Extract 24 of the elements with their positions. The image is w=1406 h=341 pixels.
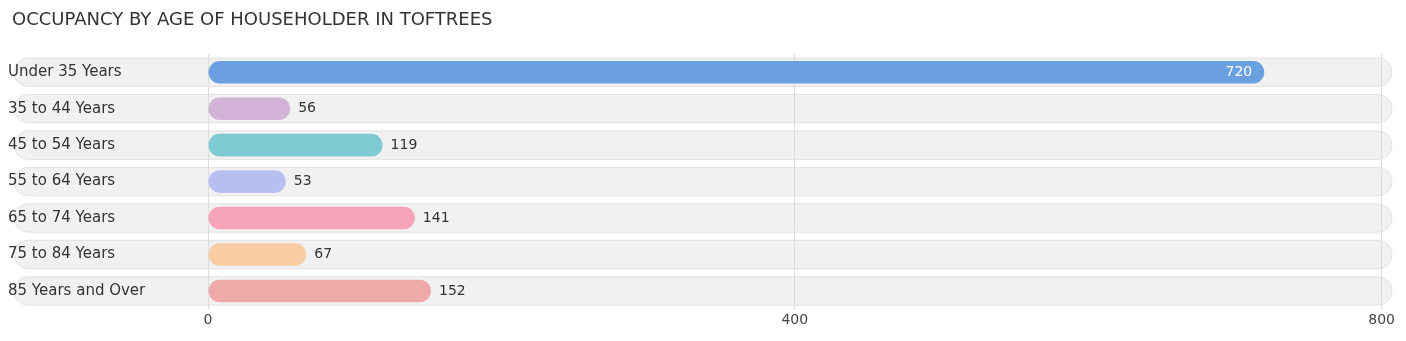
bar bbox=[208, 133, 383, 157]
bar bbox=[208, 170, 286, 193]
y-tick-label: 35 to 44 Years bbox=[8, 98, 116, 117]
data-label: 141 bbox=[422, 208, 450, 225]
y-tick-label: 65 to 74 Years bbox=[8, 207, 116, 226]
bar bbox=[208, 97, 291, 120]
bar bbox=[208, 243, 307, 266]
chart-title: OCCUPANCY BY AGE OF HOUSEHOLDER IN TOFTREES bbox=[12, 8, 494, 29]
bar bbox=[208, 206, 415, 230]
data-label: 53 bbox=[293, 172, 312, 189]
bar bbox=[208, 279, 431, 303]
data-label: 720 bbox=[1225, 62, 1253, 79]
data-label: 67 bbox=[314, 245, 333, 262]
y-tick-label: 75 to 84 Years bbox=[8, 244, 116, 263]
data-label: 119 bbox=[390, 135, 418, 152]
y-tick-label: 45 to 54 Years bbox=[8, 135, 116, 154]
x-tick-label: 800 bbox=[1368, 311, 1396, 328]
data-label: 56 bbox=[298, 99, 317, 116]
y-tick-label: 85 Years and Over bbox=[8, 280, 147, 299]
y-tick-label: 55 to 64 Years bbox=[8, 171, 116, 190]
y-tick-label: Under 35 Years bbox=[8, 62, 122, 81]
x-tick-label: 400 bbox=[781, 311, 809, 328]
x-tick-label: 0 bbox=[203, 311, 213, 328]
data-label: 152 bbox=[438, 281, 466, 298]
